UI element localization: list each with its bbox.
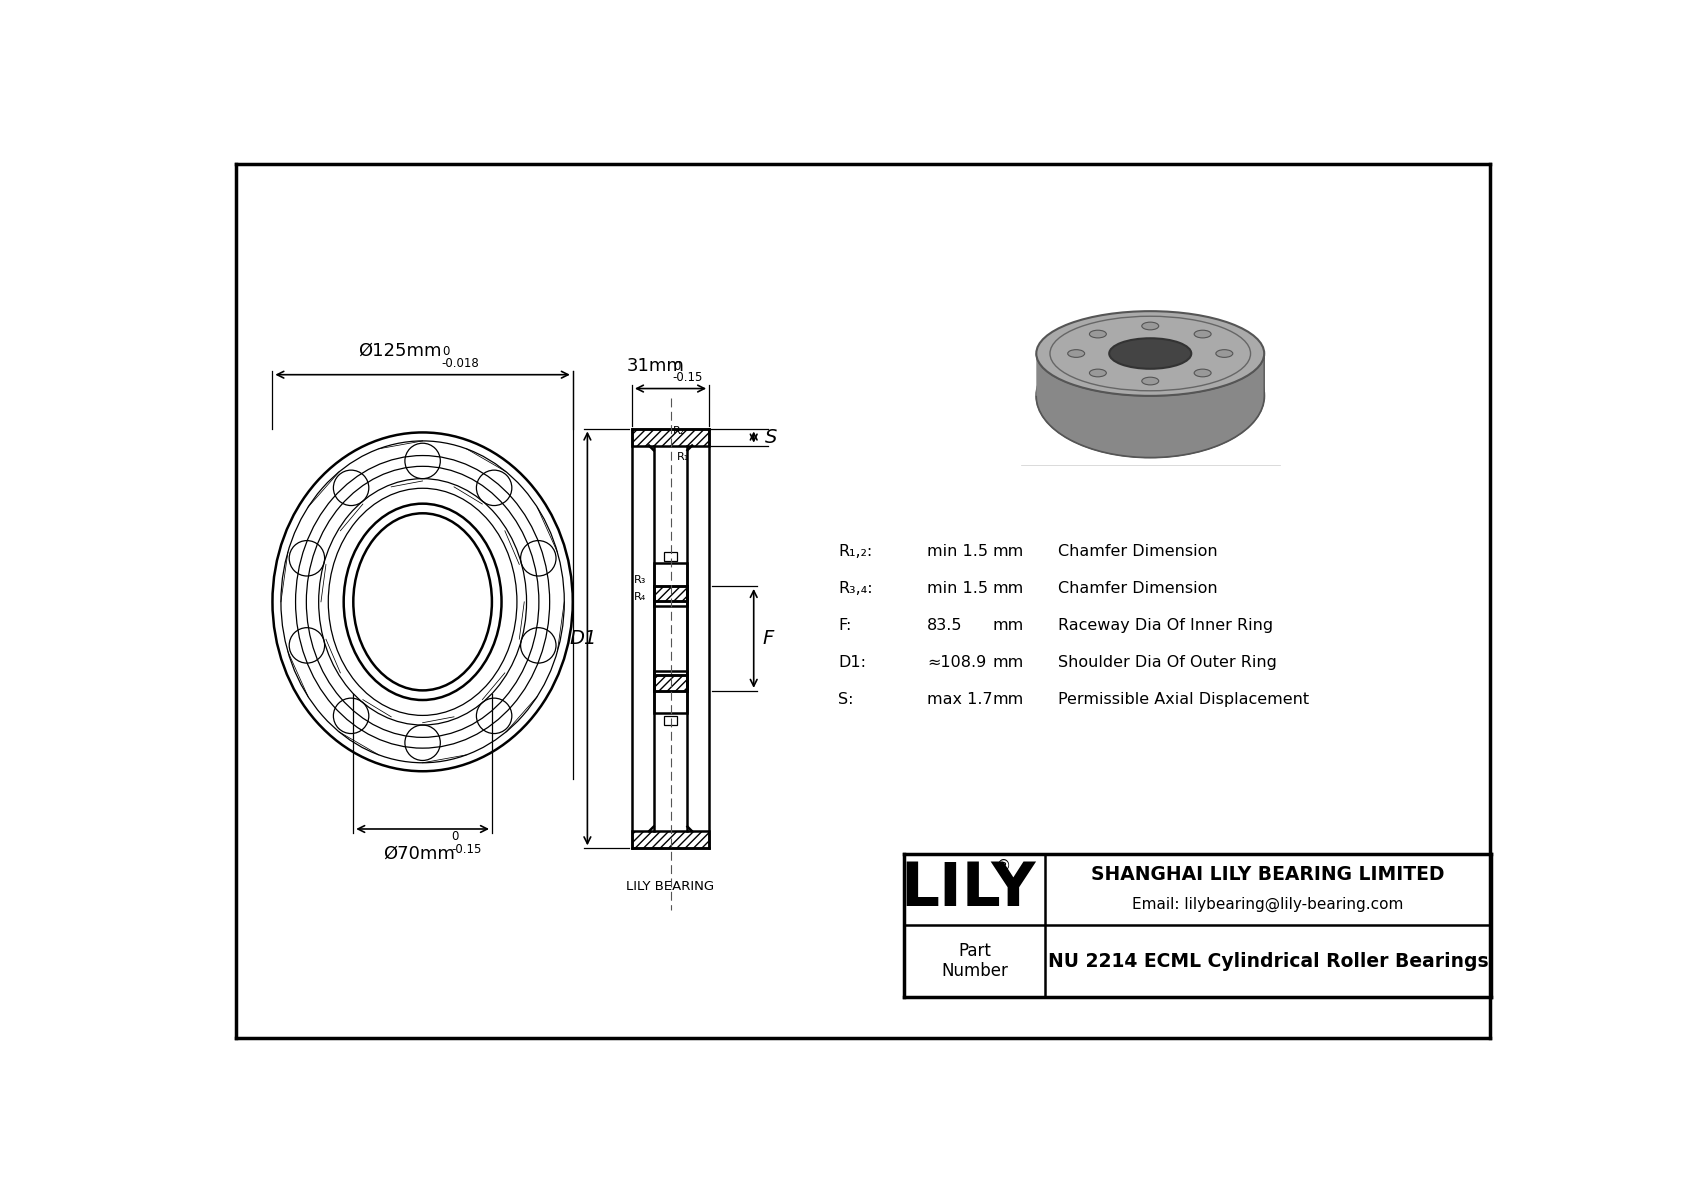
Ellipse shape — [1142, 378, 1159, 385]
Text: Part
Number: Part Number — [941, 942, 1007, 980]
Ellipse shape — [1194, 330, 1211, 338]
Text: R₁: R₁ — [677, 451, 689, 462]
PathPatch shape — [1036, 354, 1265, 457]
Text: -0.018: -0.018 — [441, 357, 480, 370]
Ellipse shape — [1090, 330, 1106, 338]
Text: Email: lilybearing@lily-bearing.com: Email: lilybearing@lily-bearing.com — [1132, 897, 1404, 912]
Text: mm: mm — [992, 655, 1024, 671]
Text: R₃: R₃ — [633, 574, 647, 585]
Text: S:: S: — [839, 692, 854, 707]
Text: LILY BEARING: LILY BEARING — [626, 880, 714, 893]
Text: Ø125mm: Ø125mm — [357, 342, 441, 360]
Text: Ø70mm: Ø70mm — [382, 844, 455, 862]
Bar — [663, 551, 677, 561]
Ellipse shape — [1216, 350, 1233, 357]
Text: 0: 0 — [674, 361, 680, 374]
Ellipse shape — [1036, 335, 1265, 457]
Text: 83.5: 83.5 — [926, 618, 963, 634]
Bar — [663, 716, 677, 725]
Text: -0.15: -0.15 — [674, 372, 704, 385]
Text: LILY: LILY — [901, 860, 1036, 919]
Text: R₁,₂:: R₁,₂: — [839, 544, 872, 560]
Ellipse shape — [1142, 322, 1159, 330]
Bar — [655, 563, 687, 606]
Ellipse shape — [1194, 369, 1211, 376]
Bar — [655, 672, 687, 713]
Text: ≈108.9: ≈108.9 — [926, 655, 987, 671]
Text: S: S — [765, 428, 776, 447]
Text: R₃,₄:: R₃,₄: — [839, 581, 872, 597]
Text: 0: 0 — [451, 830, 458, 843]
Text: F: F — [763, 629, 775, 648]
Text: -0.15: -0.15 — [451, 842, 482, 855]
Text: mm: mm — [992, 618, 1024, 634]
Text: min 1.5: min 1.5 — [926, 544, 989, 560]
Text: mm: mm — [992, 692, 1024, 707]
Text: R₄: R₄ — [633, 592, 647, 603]
Ellipse shape — [1036, 311, 1265, 395]
Text: 31mm: 31mm — [626, 356, 684, 375]
Bar — [653, 586, 687, 601]
Text: Permissible Axial Displacement: Permissible Axial Displacement — [1058, 692, 1308, 707]
Text: max 1.7: max 1.7 — [926, 692, 992, 707]
Text: R₂: R₂ — [674, 426, 685, 436]
Text: D1:: D1: — [839, 655, 866, 671]
Text: D1: D1 — [569, 629, 596, 648]
Bar — [632, 831, 709, 848]
Text: mm: mm — [992, 544, 1024, 560]
Text: mm: mm — [992, 581, 1024, 597]
Ellipse shape — [1110, 338, 1191, 369]
Text: Shoulder Dia Of Outer Ring: Shoulder Dia Of Outer Ring — [1058, 655, 1276, 671]
Text: NU 2214 ECML Cylindrical Roller Bearings: NU 2214 ECML Cylindrical Roller Bearings — [1047, 952, 1489, 971]
Text: SHANGHAI LILY BEARING LIMITED: SHANGHAI LILY BEARING LIMITED — [1091, 865, 1445, 884]
Text: Chamfer Dimension: Chamfer Dimension — [1058, 544, 1218, 560]
Bar — [632, 429, 709, 445]
Ellipse shape — [1068, 350, 1084, 357]
Text: min 1.5: min 1.5 — [926, 581, 989, 597]
Text: ®: ® — [995, 859, 1010, 874]
Ellipse shape — [1090, 369, 1106, 376]
Text: Raceway Dia Of Inner Ring: Raceway Dia Of Inner Ring — [1058, 618, 1273, 634]
Bar — [653, 675, 687, 691]
Text: F:: F: — [839, 618, 852, 634]
Text: Chamfer Dimension: Chamfer Dimension — [1058, 581, 1218, 597]
Text: 0: 0 — [441, 345, 450, 358]
